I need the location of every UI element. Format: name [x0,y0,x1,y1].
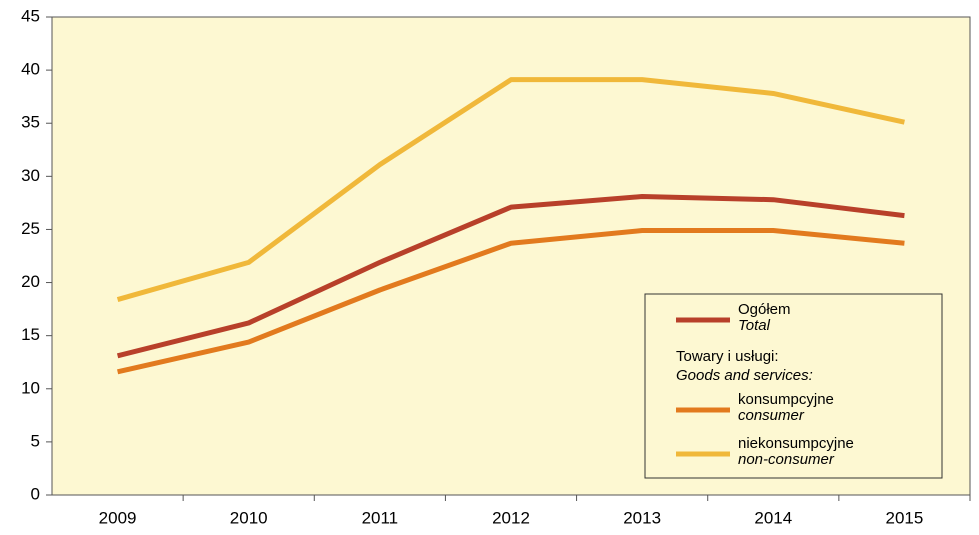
x-tick-label: 2012 [492,508,530,527]
y-tick-label: 20 [21,272,40,291]
legend-group-en: Goods and services: [676,367,813,384]
x-tick-label: 2009 [99,508,137,527]
x-tick-label: 2010 [230,508,268,527]
legend-label: konsumpcyjne [738,391,834,408]
y-tick-label: 10 [21,378,40,397]
legend-label: niekonsumpcyjne [738,435,854,452]
legend-label: Ogółem [738,301,791,318]
x-tick-label: 2014 [754,508,792,527]
y-tick-label: 35 [21,113,40,132]
legend-group: Towary i usługi: [676,348,779,365]
x-tick-label: 2013 [623,508,661,527]
series-line [116,77,905,302]
series-line [116,194,905,359]
y-tick-label: 45 [21,6,40,25]
y-tick-label: 15 [21,325,40,344]
series-line [117,228,905,375]
legend-box [644,293,943,479]
y-tick-label: 25 [21,219,40,238]
y-tick-label: 0 [31,484,40,503]
y-tick-label: 40 [21,60,40,79]
legend-label-en: non-consumer [738,451,835,468]
x-tick-label: 2015 [886,508,924,527]
y-tick-label: 30 [21,166,40,185]
legend-label-en: Total [738,317,771,334]
legend-label-en: consumer [738,407,805,424]
x-tick-label: 2011 [362,508,399,527]
y-tick-label: 5 [31,431,40,450]
